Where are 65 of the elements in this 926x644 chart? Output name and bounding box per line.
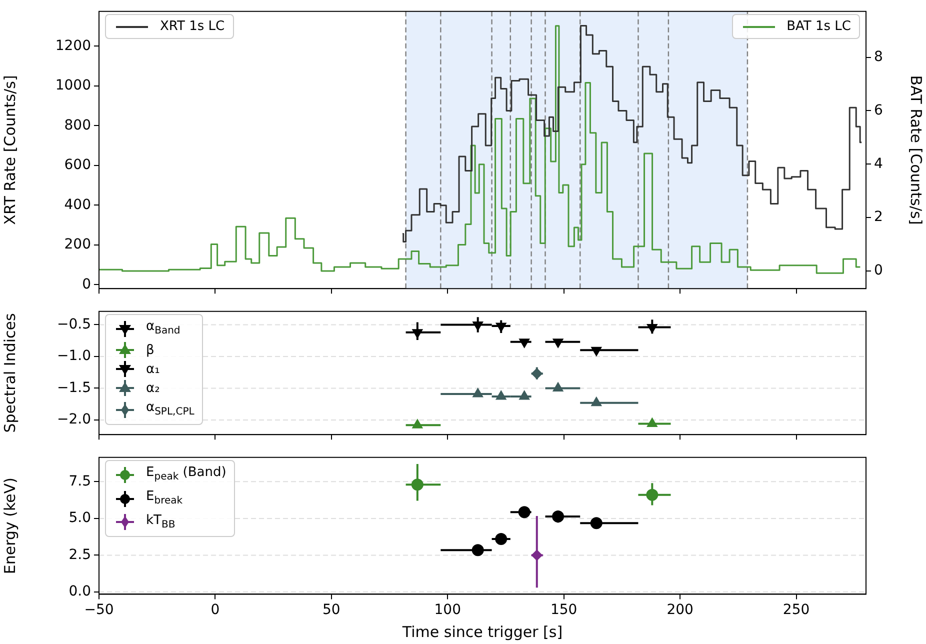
x-axis-title: Time since trigger [s] xyxy=(401,622,563,641)
point xyxy=(591,396,602,406)
y-tick-label: 800 xyxy=(64,117,91,134)
y-tick-label: 600 xyxy=(64,157,91,174)
point xyxy=(496,322,506,332)
y-tick-label: 0.0 xyxy=(68,584,91,600)
point xyxy=(519,390,530,400)
point xyxy=(412,329,423,338)
y-axis-title: XRT Rate [Counts/s] xyxy=(0,75,19,225)
y2-tick-label: 4 xyxy=(874,156,883,172)
y-tick-label: 0 xyxy=(82,276,91,292)
legend-label: E$_{break}$ xyxy=(146,488,183,509)
y-tick-label: −1.5 xyxy=(57,380,91,396)
point xyxy=(646,418,658,428)
legend-label: α$_{SPL,CPL}$ xyxy=(146,398,194,420)
y-tick-label: −1.0 xyxy=(57,348,91,364)
y-tick-label: 2.5 xyxy=(68,546,91,563)
point xyxy=(646,488,658,501)
x-tick-label: 100 xyxy=(434,602,462,618)
x-tick-label: 200 xyxy=(666,602,694,618)
legend-label: α₁ xyxy=(146,360,160,379)
legend-label: α$_{Band}$ xyxy=(146,318,180,339)
point xyxy=(531,550,542,561)
point xyxy=(472,544,484,556)
y2-tick-label: 2 xyxy=(874,209,883,226)
legend-label: α₂ xyxy=(146,380,160,398)
x-tick-label: 150 xyxy=(550,602,578,618)
point xyxy=(518,506,530,518)
point xyxy=(552,510,564,523)
legend-label: XRT 1s LC xyxy=(160,18,225,36)
point xyxy=(552,382,564,392)
y-axis-title: Spectral Indices xyxy=(0,313,19,433)
x-tick-label: −50 xyxy=(84,602,114,618)
point xyxy=(646,324,658,334)
point xyxy=(531,368,542,380)
point xyxy=(472,388,484,398)
y-tick-label: −2.0 xyxy=(57,412,91,428)
x-tick-label: 250 xyxy=(782,602,810,618)
y2-tick-label: 6 xyxy=(874,102,883,118)
point xyxy=(496,390,506,400)
legend-label: E$_{peak}$ (Band) xyxy=(146,464,226,485)
y2-axis-title: BAT Rate [Counts/s] xyxy=(907,75,926,225)
y-tick-label: 1200 xyxy=(55,38,91,54)
x-tick-label: 50 xyxy=(322,602,340,618)
y-tick-label: 7.5 xyxy=(68,473,91,490)
point xyxy=(590,517,602,530)
point xyxy=(552,338,564,348)
point xyxy=(591,346,602,356)
point xyxy=(411,478,424,491)
y-tick-label: 400 xyxy=(64,196,91,213)
x-tick-label: 0 xyxy=(210,602,220,618)
legend-label: BAT 1s LC xyxy=(786,18,851,36)
y2-tick-label: 0 xyxy=(874,262,883,279)
legend-label: kT$_{BB}$ xyxy=(146,512,176,532)
y2-tick-label: 8 xyxy=(874,48,883,65)
y-tick-label: 200 xyxy=(64,236,91,253)
y-tick-label: −0.5 xyxy=(57,316,91,332)
y-tick-label: 1000 xyxy=(55,78,91,94)
point xyxy=(519,338,530,348)
legend-label: β xyxy=(146,342,154,360)
y-tick-label: 5.0 xyxy=(68,510,91,526)
point xyxy=(495,533,508,546)
y-axis-title: Energy (keV) xyxy=(0,477,19,574)
point xyxy=(472,321,484,331)
point xyxy=(412,419,423,428)
